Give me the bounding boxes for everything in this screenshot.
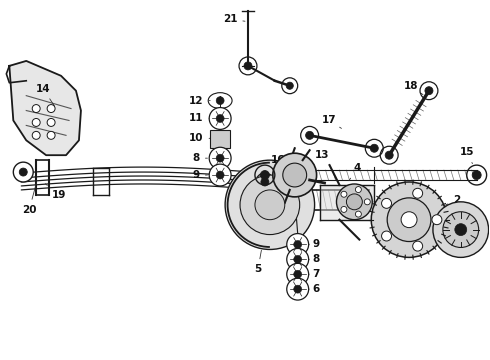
Text: 13: 13	[310, 150, 329, 165]
Circle shape	[294, 285, 302, 293]
Circle shape	[346, 194, 362, 210]
Circle shape	[32, 105, 40, 113]
Circle shape	[413, 241, 423, 251]
Circle shape	[273, 153, 317, 197]
Circle shape	[240, 175, 300, 235]
Text: 12: 12	[189, 96, 210, 105]
Circle shape	[455, 224, 467, 235]
Circle shape	[286, 82, 294, 89]
Circle shape	[371, 182, 447, 257]
Polygon shape	[9, 61, 81, 155]
Circle shape	[365, 199, 370, 205]
FancyBboxPatch shape	[210, 130, 230, 148]
Circle shape	[209, 147, 231, 169]
Circle shape	[47, 105, 55, 113]
Circle shape	[209, 164, 231, 186]
Text: 19: 19	[45, 184, 66, 200]
Text: 21: 21	[223, 14, 245, 24]
Circle shape	[387, 198, 431, 242]
Circle shape	[287, 264, 309, 285]
Circle shape	[306, 131, 314, 139]
Text: 11: 11	[189, 113, 210, 123]
Circle shape	[425, 87, 433, 95]
Circle shape	[256, 173, 274, 191]
Circle shape	[443, 212, 479, 247]
Text: 7: 7	[309, 269, 319, 279]
Circle shape	[261, 178, 269, 186]
Text: 15: 15	[460, 147, 474, 164]
Circle shape	[385, 151, 393, 159]
Circle shape	[413, 188, 423, 198]
Text: 9: 9	[309, 239, 319, 249]
Circle shape	[216, 171, 224, 179]
Circle shape	[283, 163, 307, 187]
Circle shape	[355, 186, 361, 193]
Text: 9: 9	[193, 170, 207, 180]
Circle shape	[225, 160, 315, 249]
Circle shape	[216, 96, 224, 105]
Text: 3: 3	[377, 195, 395, 205]
Text: 16: 16	[270, 155, 292, 165]
Text: 17: 17	[322, 116, 342, 129]
Polygon shape	[319, 185, 374, 220]
Text: 5: 5	[254, 250, 262, 274]
Circle shape	[341, 191, 347, 197]
Circle shape	[382, 231, 392, 241]
Circle shape	[216, 114, 224, 122]
Circle shape	[294, 255, 302, 264]
Text: 4: 4	[349, 163, 361, 181]
Circle shape	[355, 211, 361, 217]
Text: 14: 14	[36, 84, 54, 106]
Circle shape	[209, 108, 231, 129]
Text: 1: 1	[479, 225, 487, 235]
Circle shape	[337, 184, 372, 220]
Circle shape	[13, 162, 33, 182]
Circle shape	[47, 118, 55, 126]
Text: 20: 20	[22, 183, 36, 215]
Circle shape	[32, 131, 40, 139]
Circle shape	[433, 202, 489, 257]
Circle shape	[432, 215, 442, 225]
Circle shape	[401, 212, 417, 228]
Circle shape	[370, 144, 378, 152]
Circle shape	[287, 248, 309, 270]
Circle shape	[294, 240, 302, 248]
Circle shape	[287, 278, 309, 300]
Circle shape	[244, 62, 252, 70]
Circle shape	[382, 198, 392, 208]
Circle shape	[255, 190, 285, 220]
Text: 2: 2	[434, 195, 461, 211]
Text: 18: 18	[404, 81, 423, 95]
Circle shape	[341, 206, 347, 212]
Circle shape	[260, 171, 270, 180]
Text: 8: 8	[309, 255, 319, 264]
Circle shape	[472, 171, 481, 180]
Circle shape	[32, 118, 40, 126]
Text: 10: 10	[189, 133, 210, 143]
Text: 8: 8	[193, 153, 207, 163]
Circle shape	[294, 270, 302, 278]
Circle shape	[47, 131, 55, 139]
Circle shape	[287, 234, 309, 255]
Circle shape	[19, 168, 27, 176]
Circle shape	[216, 154, 224, 162]
Text: 6: 6	[309, 284, 319, 294]
